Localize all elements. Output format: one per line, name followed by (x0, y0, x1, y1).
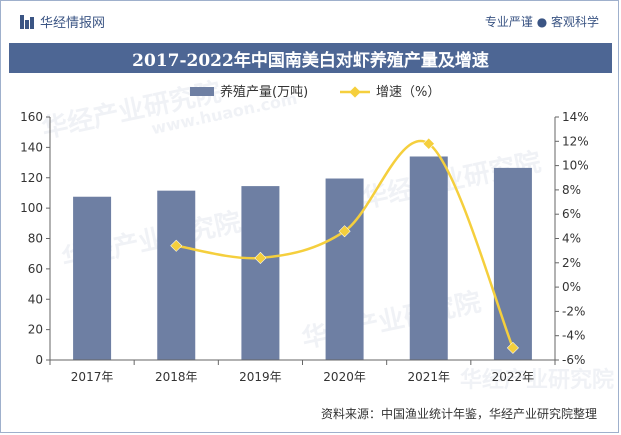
y-left-tick-label: 60 (28, 262, 43, 276)
y-right-tick-label: 6% (562, 207, 581, 221)
x-tick-label: 2019年 (239, 370, 282, 384)
growth-point (422, 137, 435, 150)
y-right-tick-label: 2% (562, 256, 581, 270)
x-tick-label: 2020年 (323, 370, 366, 384)
top-bar: 华经情报网 专业严谨 ● 客观科学 (0, 0, 621, 40)
y-left-tick-label: 80 (28, 232, 43, 246)
y-right-tick-label: 8% (562, 183, 581, 197)
y-left-tick-label: 40 (28, 292, 43, 306)
brand-logo-icon (20, 14, 34, 29)
x-tick-label: 2021年 (407, 370, 450, 384)
y-right-tick-label: -4% (562, 329, 585, 343)
legend-bar-swatch (190, 87, 214, 96)
y-axis-right: -6% -4% -2% 0% 2% 4% 6% 8% 10% 12% 14% (554, 110, 589, 367)
legend-line-marker (349, 86, 361, 98)
x-axis: 2017年 2018年 2019年 2020年 2021年 2022年 (49, 359, 556, 384)
growth-point (506, 341, 519, 354)
x-tick-label: 2018年 (155, 370, 198, 384)
bar-series (73, 156, 532, 360)
y-right-tick-label: 4% (562, 232, 581, 246)
bar (73, 196, 112, 360)
y-right-tick-label: 0% (562, 280, 581, 294)
growth-point (338, 225, 351, 238)
y-left-tick-label: 120 (20, 171, 43, 185)
y-right-tick-label: 10% (562, 159, 589, 173)
brand-name: 华经情报网 (40, 16, 106, 31)
y-right-tick-label: 12% (562, 134, 589, 148)
brand[interactable]: 华经情报网 (20, 12, 105, 31)
y-axis-left: 0 20 40 60 80 100 120 140 160 (20, 110, 51, 367)
legend-bar-label: 养殖产量(万吨) (220, 84, 308, 100)
x-tick-label: 2022年 (492, 370, 535, 384)
bar (157, 190, 196, 360)
line-series (170, 137, 519, 354)
legend: 养殖产量(万吨) 增速（%） (190, 84, 440, 100)
y-left-tick-label: 20 (28, 323, 43, 337)
growth-point (170, 239, 183, 252)
growth-point (254, 251, 267, 264)
motto: 专业严谨 ● 客观科学 (484, 15, 599, 29)
y-right-tick-label: 14% (562, 110, 589, 124)
bar (241, 186, 280, 360)
y-right-tick-label: -6% (562, 353, 585, 367)
y-right-tick-label: -2% (562, 304, 585, 318)
bar (325, 178, 364, 360)
y-left-tick-label: 160 (20, 110, 43, 124)
y-left-tick-label: 100 (20, 201, 43, 215)
source-note: 资料来源：中国渔业统计年鉴，华经产业研究院整理 (320, 407, 597, 421)
bar (493, 167, 532, 360)
y-left-tick-label: 140 (20, 140, 43, 154)
growth-line (176, 139, 515, 349)
x-tick-label: 2017年 (71, 370, 114, 384)
chart-title: 2017-2022年中国南美白对虾养殖产量及增速 (9, 43, 612, 73)
y-left-tick-label: 0 (35, 353, 43, 367)
bar (409, 156, 448, 360)
legend-line-label: 增速（%） (376, 85, 440, 100)
